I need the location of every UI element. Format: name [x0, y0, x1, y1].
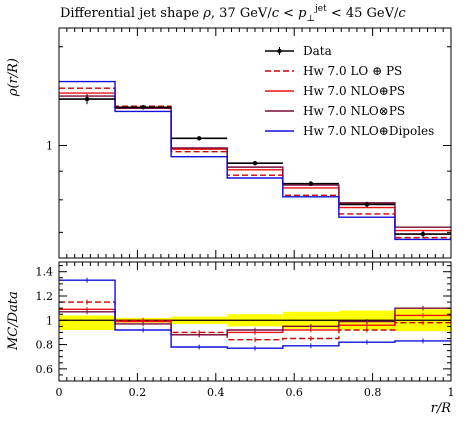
legend-entry-1: Hw 7.0 LO ⊕ PS: [265, 64, 402, 78]
top-series-line-4: [59, 80, 451, 241]
top-frame: [58, 27, 452, 259]
x-tick-label: 0: [56, 386, 63, 399]
data-point: [420, 231, 426, 237]
x-tick-label: 0.6: [285, 386, 303, 399]
ratio-y-tick-label: 0.6: [36, 363, 54, 376]
x-tick-label: 0.8: [364, 386, 382, 399]
ratio-y-tick-label: 1.2: [36, 290, 54, 303]
legend-label-3: Hw 7.0 NLO⊗PS: [303, 104, 405, 118]
top-series-line-1: [59, 87, 451, 239]
data-point: [308, 181, 314, 186]
x-tick-label: 0.4: [207, 386, 225, 399]
uncertainty-band-bin: [59, 315, 116, 330]
data-point: [196, 136, 202, 141]
legend-entry-data: Data: [265, 44, 332, 58]
legend-entry-4: Hw 7.0 NLO⊕Dipoles: [265, 124, 434, 138]
ratio-y-tick-label: 0.8: [36, 339, 54, 352]
data-point: [364, 202, 370, 207]
data-point: [84, 96, 90, 102]
data-point: [252, 160, 258, 166]
ratio-y-tick-label: 1: [46, 314, 53, 327]
x-tick-label: 1: [448, 386, 455, 399]
top-y-tick-label: 1: [46, 139, 53, 152]
bottom-y-axis-label: MC/Data: [6, 291, 21, 351]
data-point: [140, 105, 146, 110]
ratio-y-tick-label: 1.4: [36, 266, 54, 279]
x-tick-label: 0.2: [129, 386, 147, 399]
ratio-panel: 0.6 0.8 1 1.2 1.4 0 0.2 0.4 0.6 0.8 1: [36, 261, 455, 399]
top-series-line-3: [59, 95, 451, 228]
legend-entry-3: Hw 7.0 NLO⊗PS: [265, 104, 405, 118]
legend-label-4: Hw 7.0 NLO⊕Dipoles: [303, 124, 434, 138]
top-y-axis-label: ρ(r/R): [6, 58, 21, 97]
chart-title: Differential jet shape ρ, 37 GeV/c < p⊥j…: [60, 4, 406, 24]
x-axis-label: r/R: [431, 401, 452, 416]
legend-entry-2: Hw 7.0 NLO⊕PS: [265, 84, 405, 98]
legend-data-label: Data: [303, 44, 332, 58]
legend-label-2: Hw 7.0 NLO⊕PS: [303, 84, 405, 98]
ratio-series-line-1: [59, 301, 451, 341]
legend-data-marker: [277, 48, 282, 54]
legend-label-1: Hw 7.0 LO ⊕ PS: [303, 64, 402, 78]
legend: Data Hw 7.0 LO ⊕ PS Hw 7.0 NLO⊕PS Hw 7.0 NL…: [265, 44, 434, 138]
top-panel: 1: [46, 27, 452, 259]
